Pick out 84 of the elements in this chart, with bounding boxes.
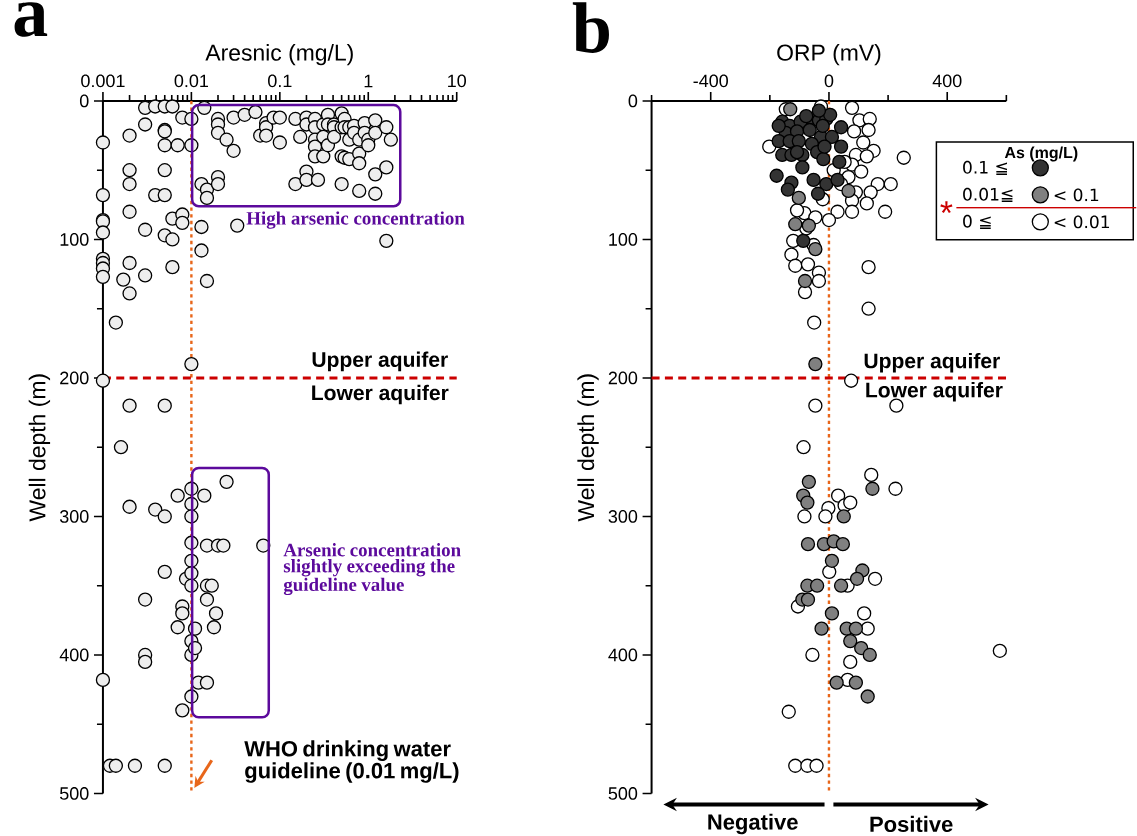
chart-title: b — [572, 2, 609, 54]
text: Positive — [870, 816, 953, 833]
legend-title: As (mg/L) — [1004, 146, 1078, 162]
point — [769, 168, 784, 184]
x-tick-label: 1 — [364, 75, 373, 88]
x-tick-label: 0.01 — [174, 74, 209, 88]
point — [833, 139, 849, 155]
point — [797, 274, 813, 289]
point — [799, 109, 814, 124]
point — [791, 190, 806, 206]
annotation: Upper aquifer — [312, 351, 448, 372]
annotation: Lower aquifer — [866, 382, 1003, 402]
point — [780, 182, 796, 197]
x-tick-label: 0.001 — [81, 74, 125, 88]
point — [809, 578, 825, 594]
point — [808, 242, 823, 257]
x-tick-label: 0.1 — [268, 74, 292, 88]
y-tick-label: 300 — [608, 510, 638, 524]
y-tick-label: 400 — [59, 648, 89, 662]
point — [833, 578, 849, 594]
point — [860, 689, 875, 704]
point — [824, 553, 840, 569]
y-tick-label: 100 — [60, 233, 89, 247]
point — [814, 621, 829, 637]
point — [824, 606, 840, 621]
annotation: WHO drinking water guideline (0.01 mg/L) — [244, 740, 459, 784]
y-tick-label: 0 — [628, 94, 638, 108]
y-axis-title: Well depth (m) — [577, 374, 599, 522]
point — [829, 675, 844, 691]
y-tick-label: 100 — [609, 233, 638, 247]
annotation: Lower aquifer — [312, 384, 449, 405]
x-axis-title: ORP (mV) — [777, 44, 881, 66]
chart-title: a — [14, 2, 48, 37]
text: < 0.01 — [1054, 215, 1110, 229]
point — [830, 172, 845, 188]
y-tick-label: 300 — [59, 510, 89, 524]
legend-label: 0.1 ≦ — [963, 161, 1007, 176]
legend-label: 0.01≦ — [963, 188, 1013, 203]
y-tick-label: 500 — [608, 787, 638, 801]
point — [817, 139, 832, 155]
point — [806, 172, 821, 188]
point — [832, 154, 847, 170]
y-tick-label: 200 — [60, 371, 89, 385]
text: < 0.1 — [1054, 188, 1099, 202]
point — [800, 495, 815, 510]
point — [835, 537, 851, 552]
point — [843, 634, 858, 649]
point — [789, 145, 805, 160]
point — [783, 102, 798, 117]
annotation: Upper aquifer — [864, 353, 1000, 373]
point — [788, 217, 803, 232]
point — [815, 118, 830, 134]
text: 0 ≦ — [963, 215, 991, 230]
point — [836, 509, 851, 524]
point — [795, 160, 810, 175]
point — [801, 474, 817, 490]
x-tick-label: -400 — [693, 74, 728, 88]
y-tick-label: 200 — [608, 371, 638, 385]
point — [848, 621, 864, 637]
y-tick-label: 500 — [59, 787, 89, 801]
annotation: Arsenic concentration slightly exceeding the guideline value — [283, 543, 461, 596]
x-tick-label: 10 — [448, 74, 467, 88]
x-tick-label: 400 — [932, 74, 962, 88]
annotation: High arsenic concentration — [246, 211, 465, 229]
point — [865, 481, 880, 497]
point — [800, 592, 816, 607]
point — [849, 571, 865, 587]
point — [800, 537, 816, 552]
x-tick-label: 0 — [824, 74, 834, 88]
point — [811, 103, 827, 119]
point — [822, 107, 838, 123]
point — [771, 118, 786, 134]
point — [862, 648, 877, 663]
point — [816, 152, 831, 167]
y-tick-label: 0 — [79, 94, 89, 108]
point — [833, 120, 849, 135]
text: Negative — [708, 813, 798, 835]
y-axis-title: Well depth (m) — [28, 374, 51, 522]
x-axis-title: Aresnic (mg/L) — [205, 44, 353, 66]
point — [824, 130, 840, 145]
point — [808, 357, 823, 372]
point — [802, 123, 817, 138]
y-tick-label: 400 — [608, 648, 638, 662]
annotation: * — [940, 201, 953, 214]
